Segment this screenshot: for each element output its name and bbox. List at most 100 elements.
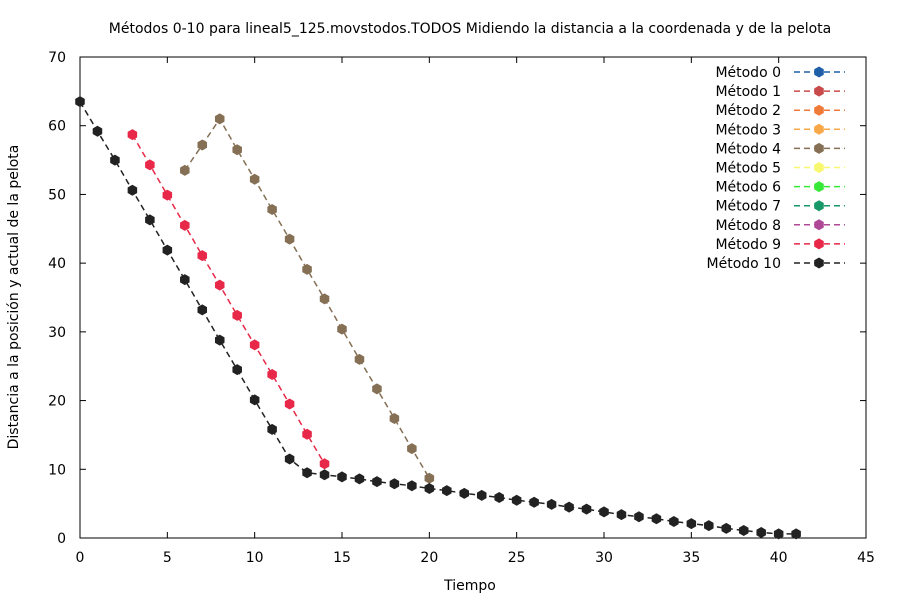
data-point — [302, 428, 312, 440]
data-point — [232, 309, 242, 321]
data-point — [249, 394, 260, 406]
legend-label: Método 9 — [715, 237, 781, 253]
y-tick-label: 30 — [48, 325, 66, 341]
legend-label: Método 5 — [715, 161, 781, 177]
data-point — [197, 139, 208, 151]
data-point — [284, 233, 295, 245]
data-point — [232, 364, 242, 376]
legend-marker — [814, 200, 824, 212]
y-tick-label: 40 — [48, 256, 66, 272]
legend-marker — [814, 162, 824, 173]
legend-label: Método 3 — [715, 122, 781, 138]
data-point — [162, 244, 173, 256]
legend-item: Método 9 — [715, 237, 845, 253]
legend-item: Método 5 — [715, 161, 845, 177]
data-point — [686, 518, 697, 530]
y-axis-label: Distancia a la posición y actual de la p… — [6, 145, 22, 450]
data-point — [302, 263, 312, 275]
y-tick-label: 20 — [48, 394, 66, 410]
plot-frame — [79, 56, 867, 539]
data-point — [616, 509, 627, 521]
data-point — [651, 513, 662, 525]
data-point — [110, 154, 120, 166]
data-point — [337, 323, 347, 335]
data-point — [92, 125, 103, 137]
data-point — [162, 189, 173, 201]
data-point — [389, 412, 400, 424]
data-point — [267, 368, 277, 380]
x-tick-label: 30 — [595, 550, 613, 566]
data-point — [319, 469, 330, 481]
legend-marker — [814, 123, 824, 135]
series-line — [184, 117, 430, 479]
y-tick-label: 50 — [48, 187, 66, 203]
data-point — [494, 491, 504, 503]
data-point — [669, 516, 679, 528]
legend-item: Método 1 — [715, 84, 845, 100]
data-point — [214, 279, 225, 291]
data-point — [197, 304, 208, 316]
data-point — [127, 129, 138, 141]
data-point — [127, 184, 138, 196]
data-point — [442, 485, 452, 497]
data-point — [424, 483, 435, 495]
legend-label: Método 2 — [715, 103, 781, 119]
data-point — [407, 443, 417, 455]
x-tick-label: 10 — [246, 550, 264, 566]
x-axis: 0 5 10 15 20 25 30 35 40 45 — [76, 57, 875, 566]
data-point — [284, 398, 295, 410]
legend-marker — [814, 104, 824, 116]
y-axis: 0 10 20 30 40 50 60 70 — [48, 50, 866, 547]
legend-item: Método 0 — [715, 65, 845, 81]
y-tick-label: 0 — [57, 531, 66, 547]
series-line — [79, 101, 797, 535]
data-point — [354, 353, 365, 365]
y-tick-label: 70 — [48, 50, 66, 66]
data-point — [319, 458, 330, 470]
series-9 — [127, 129, 330, 470]
legend-marker — [814, 219, 824, 231]
legend-marker — [814, 238, 824, 250]
legend-label: Método 6 — [715, 180, 781, 196]
x-tick-label: 45 — [857, 550, 875, 566]
legend-item: Método 7 — [715, 199, 845, 215]
data-point — [704, 520, 714, 532]
data-point — [302, 467, 312, 479]
series-line — [131, 134, 326, 465]
x-tick-label: 15 — [333, 550, 351, 566]
data-point — [284, 453, 295, 465]
data-point — [634, 511, 644, 523]
legend-marker — [814, 85, 824, 97]
legend-item: Método 6 — [715, 180, 845, 196]
data-point — [180, 219, 190, 231]
data-point — [180, 274, 190, 286]
data-point — [546, 498, 557, 510]
legend-item: Método 8 — [715, 218, 845, 234]
data-point — [407, 480, 417, 492]
series-10 — [75, 96, 801, 540]
data-point — [249, 339, 260, 351]
legend-label: Método 8 — [715, 218, 781, 234]
legend-label: Método 10 — [707, 256, 781, 272]
data-point — [267, 423, 277, 435]
data-point — [232, 144, 242, 156]
legend: Método 0 Método 1 Método 2 Método 3 Método 4… — [707, 65, 845, 272]
x-tick-label: 20 — [420, 550, 438, 566]
data-point — [145, 159, 155, 171]
data-point — [459, 487, 470, 499]
x-tick-label: 40 — [770, 550, 788, 566]
y-tick-label: 10 — [48, 462, 66, 478]
legend-marker — [814, 66, 824, 78]
data-point — [581, 503, 592, 515]
legend-marker — [814, 142, 824, 154]
legend-label: Método 4 — [715, 141, 781, 157]
data-point — [145, 214, 155, 226]
data-point — [773, 528, 784, 540]
data-point — [75, 96, 85, 108]
data-point — [599, 506, 609, 518]
legend-item: Método 10 — [707, 256, 845, 272]
data-point — [197, 250, 208, 262]
legend-marker — [814, 181, 824, 193]
data-point — [267, 204, 277, 216]
x-tick-label: 25 — [508, 550, 526, 566]
